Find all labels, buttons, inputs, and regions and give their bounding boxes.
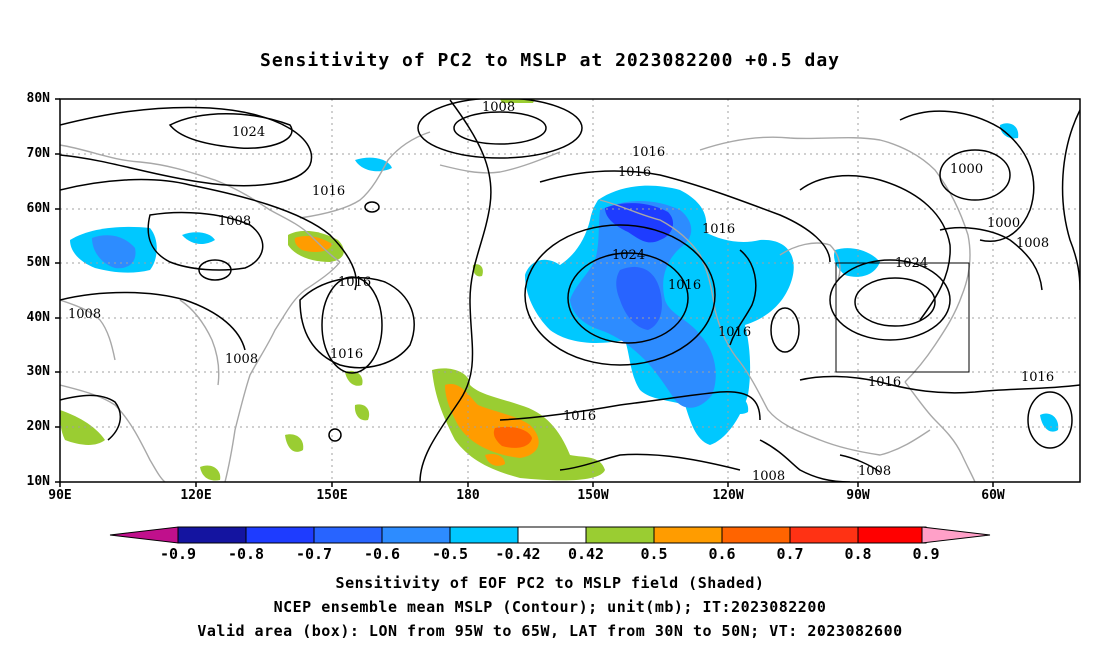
colorbar-label: 0.7: [776, 545, 804, 563]
contour-label: 1016: [632, 145, 665, 160]
shade-green-3: [60, 410, 105, 445]
lat-label: 10N: [26, 474, 50, 489]
shading-negative: [70, 123, 1059, 445]
colorbar-box: [313, 526, 383, 544]
colorbar-box: [449, 526, 519, 544]
lon-label: 120W: [712, 488, 744, 503]
contour-label: 1016: [1021, 370, 1054, 385]
map-frame: [59, 98, 1081, 483]
shade-green-8: [472, 264, 483, 277]
colorbar-label: -0.9: [159, 545, 197, 563]
lat-label: 80N: [26, 91, 50, 106]
contour-label: 1024: [895, 256, 928, 271]
colorbar-label: 0.6: [708, 545, 736, 563]
contour-label: 1000: [950, 162, 983, 177]
colorbar-label: -0.5: [431, 545, 469, 563]
contour-label: 1000: [987, 216, 1020, 231]
lat-label: 30N: [26, 364, 50, 379]
lat-label: 50N: [26, 255, 50, 270]
contour-label: 1024: [232, 125, 265, 140]
shade-blue-nw: [92, 235, 136, 269]
lon-label: 90W: [846, 488, 870, 503]
contour-label: 1008: [218, 214, 251, 229]
contour-label: 1008: [858, 464, 891, 479]
contour-label: 1016: [868, 375, 901, 390]
lon-label: 120E: [180, 488, 212, 503]
shade-green-6: [200, 465, 221, 481]
valid-area-box: [835, 262, 970, 373]
colorbar-label: -0.42: [495, 545, 541, 563]
graticule: [60, 99, 1080, 482]
shade-blue-pacific: [605, 203, 674, 243]
lat-label: 20N: [26, 419, 50, 434]
contour-labels-extra: 1016: [563, 409, 596, 424]
shade-green-5: [345, 370, 363, 386]
contour-label: 1016: [338, 275, 371, 290]
contour-label: 1016: [718, 325, 751, 340]
lon-label: 60W: [981, 488, 1005, 503]
lon-label: 150W: [577, 488, 609, 503]
colorbar-label: 0.9: [912, 545, 940, 563]
contour-label: 1016: [330, 347, 363, 362]
colorbar-box: [177, 526, 247, 544]
shade-blue-pacific-2: [616, 266, 662, 330]
lon-label: 180: [456, 488, 480, 503]
colorbar-label: -0.7: [295, 545, 333, 563]
shade-green-4: [285, 434, 304, 452]
lon-label: 90E: [48, 488, 72, 503]
caption-line-3: Valid area (box): LON from 95W to 65W, L…: [197, 622, 903, 640]
lat-label: 40N: [26, 310, 50, 325]
caption-line-1: Sensitivity of EOF PC2 to MSLP field (Sh…: [335, 574, 765, 592]
colorbar-box: [653, 526, 723, 544]
contour-label: 1008: [752, 469, 785, 484]
colorbar-box: [585, 526, 655, 544]
shade-green-9: [354, 404, 370, 421]
colorbar-label: 0.42: [567, 545, 605, 563]
shade-cyan-mid: [720, 393, 749, 415]
contour-label: 1016: [563, 409, 596, 424]
colorbar-low-arrow: [109, 526, 179, 544]
shade-cyan-arctic: [355, 157, 392, 172]
contour-label: 1008: [225, 352, 258, 367]
colorbar-box: [245, 526, 315, 544]
tick-marks: [55, 98, 994, 487]
shade-cyan-east: [834, 248, 880, 277]
shade-red-1: [493, 426, 532, 448]
mslp-contours: [60, 99, 1080, 482]
colorbar-label: 0.5: [640, 545, 668, 563]
contour-label: 1016: [702, 222, 735, 237]
contour-label: 1016: [668, 278, 701, 293]
shade-orange-2: [485, 454, 505, 466]
contour-label: 1008: [68, 307, 101, 322]
colorbar-high-arrow: [921, 526, 991, 544]
lat-label: 70N: [26, 146, 50, 161]
colorbar-label: 0.8: [844, 545, 872, 563]
contour-labels: 1008 1024 1016 1016 1000 1016 1008 1024 …: [68, 100, 1054, 484]
colorbar-box: [789, 526, 859, 544]
contour-label: 1016: [618, 165, 651, 180]
colorbar-label: -0.6: [363, 545, 401, 563]
shade-cyan-nw2: [182, 232, 215, 245]
shading-positive: [60, 99, 605, 481]
contour-label: 1008: [1016, 236, 1049, 251]
lat-label: 60N: [26, 201, 50, 216]
shade-cyan-atl: [1040, 413, 1059, 432]
contour-label: 1008: [482, 100, 515, 115]
colorbar-box: [381, 526, 451, 544]
lon-label: 150E: [316, 488, 348, 503]
contour-label: 1016: [312, 184, 345, 199]
caption-line-2: NCEP ensemble mean MSLP (Contour); unit(…: [273, 598, 827, 616]
shade-cyan-arctic2: [1000, 123, 1019, 139]
colorbar: [109, 526, 991, 544]
coastlines: [60, 131, 976, 482]
colorbar-box: [517, 526, 587, 544]
contour-label: 1024: [612, 248, 645, 263]
plot-title: Sensitivity of PC2 to MSLP at 2023082200…: [259, 50, 840, 71]
colorbar-label: -0.8: [227, 545, 265, 563]
colorbar-box: [721, 526, 791, 544]
colorbar-box: [857, 526, 927, 544]
